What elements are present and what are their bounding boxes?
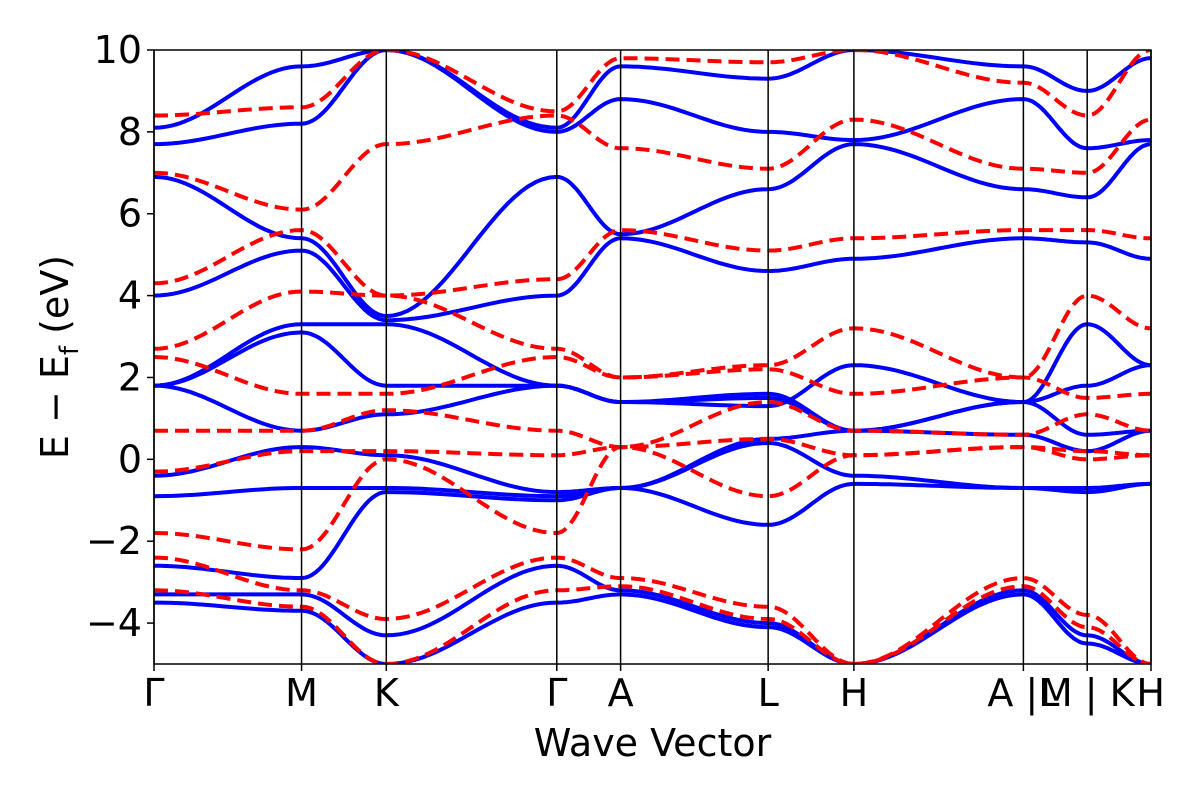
y-tick-label-4: 4 (118, 274, 142, 318)
band-line-solid-4 (154, 330, 1151, 409)
y-axis-title: E − Ef (eV) (33, 255, 85, 459)
x-tick-label-6: H (840, 671, 869, 715)
x-tick-label-1: M (285, 671, 318, 715)
y-axis-title-unit: (eV) (33, 255, 77, 346)
y-tick-label-5: 6 (118, 192, 142, 236)
x-tick-label-2: K (374, 671, 400, 715)
x-tick-label-4: A (608, 671, 634, 715)
band-line-solid-6 (154, 236, 1151, 323)
band-line-dashed-3 (154, 354, 1151, 400)
band-line-dashed-0 (154, 445, 1151, 552)
band-line-dashed-6 (154, 113, 1151, 212)
band-curves (154, 50, 1151, 664)
band-line-dashed-2 (154, 399, 1151, 450)
x-tick-label-7: A |L (987, 671, 1059, 716)
x-tick-label-5: L (758, 671, 779, 715)
y-tick-label-1: −2 (86, 519, 142, 563)
x-tick-label-3: Γ (546, 671, 567, 715)
y-axis-title-main: E − E (33, 355, 77, 459)
band-line-solid-7 (154, 142, 1151, 319)
band-line-dashed-7 (154, 50, 1151, 118)
band-line-dashed-5 (154, 228, 1151, 298)
band-line-dashed-8 (154, 555, 1151, 664)
band-line-dashed-1 (154, 436, 1151, 474)
y-axis-ticks: −4 −2 0 2 4 6 8 10 (86, 28, 154, 645)
band-line-solid-10 (154, 563, 1151, 664)
x-tick-label-0: Γ (143, 671, 164, 715)
y-axis-title-subscript: f (55, 345, 85, 355)
band-line-solid-5 (154, 322, 1151, 433)
band-line-solid-0 (154, 481, 1151, 580)
y-tick-label-3: 2 (118, 355, 142, 399)
band-line-solid-2 (154, 428, 1151, 495)
y-tick-label-2: 0 (118, 437, 142, 481)
x-axis-title: Wave Vector (534, 721, 772, 765)
band-line-solid-8 (154, 50, 1151, 151)
band-line-dashed-9 (154, 584, 1151, 664)
y-tick-label-0: −4 (86, 601, 142, 645)
band-line-solid-9 (154, 50, 1151, 130)
y-tick-label-6: 8 (118, 110, 142, 154)
band-line-dashed-4 (154, 289, 1151, 380)
y-tick-label-7: 10 (94, 28, 142, 72)
kpoint-lines (153, 50, 1152, 664)
plot-frame (153, 49, 1152, 665)
x-tick-label-9: H (1136, 671, 1165, 715)
x-tick-label-8: M | K (1040, 671, 1136, 716)
